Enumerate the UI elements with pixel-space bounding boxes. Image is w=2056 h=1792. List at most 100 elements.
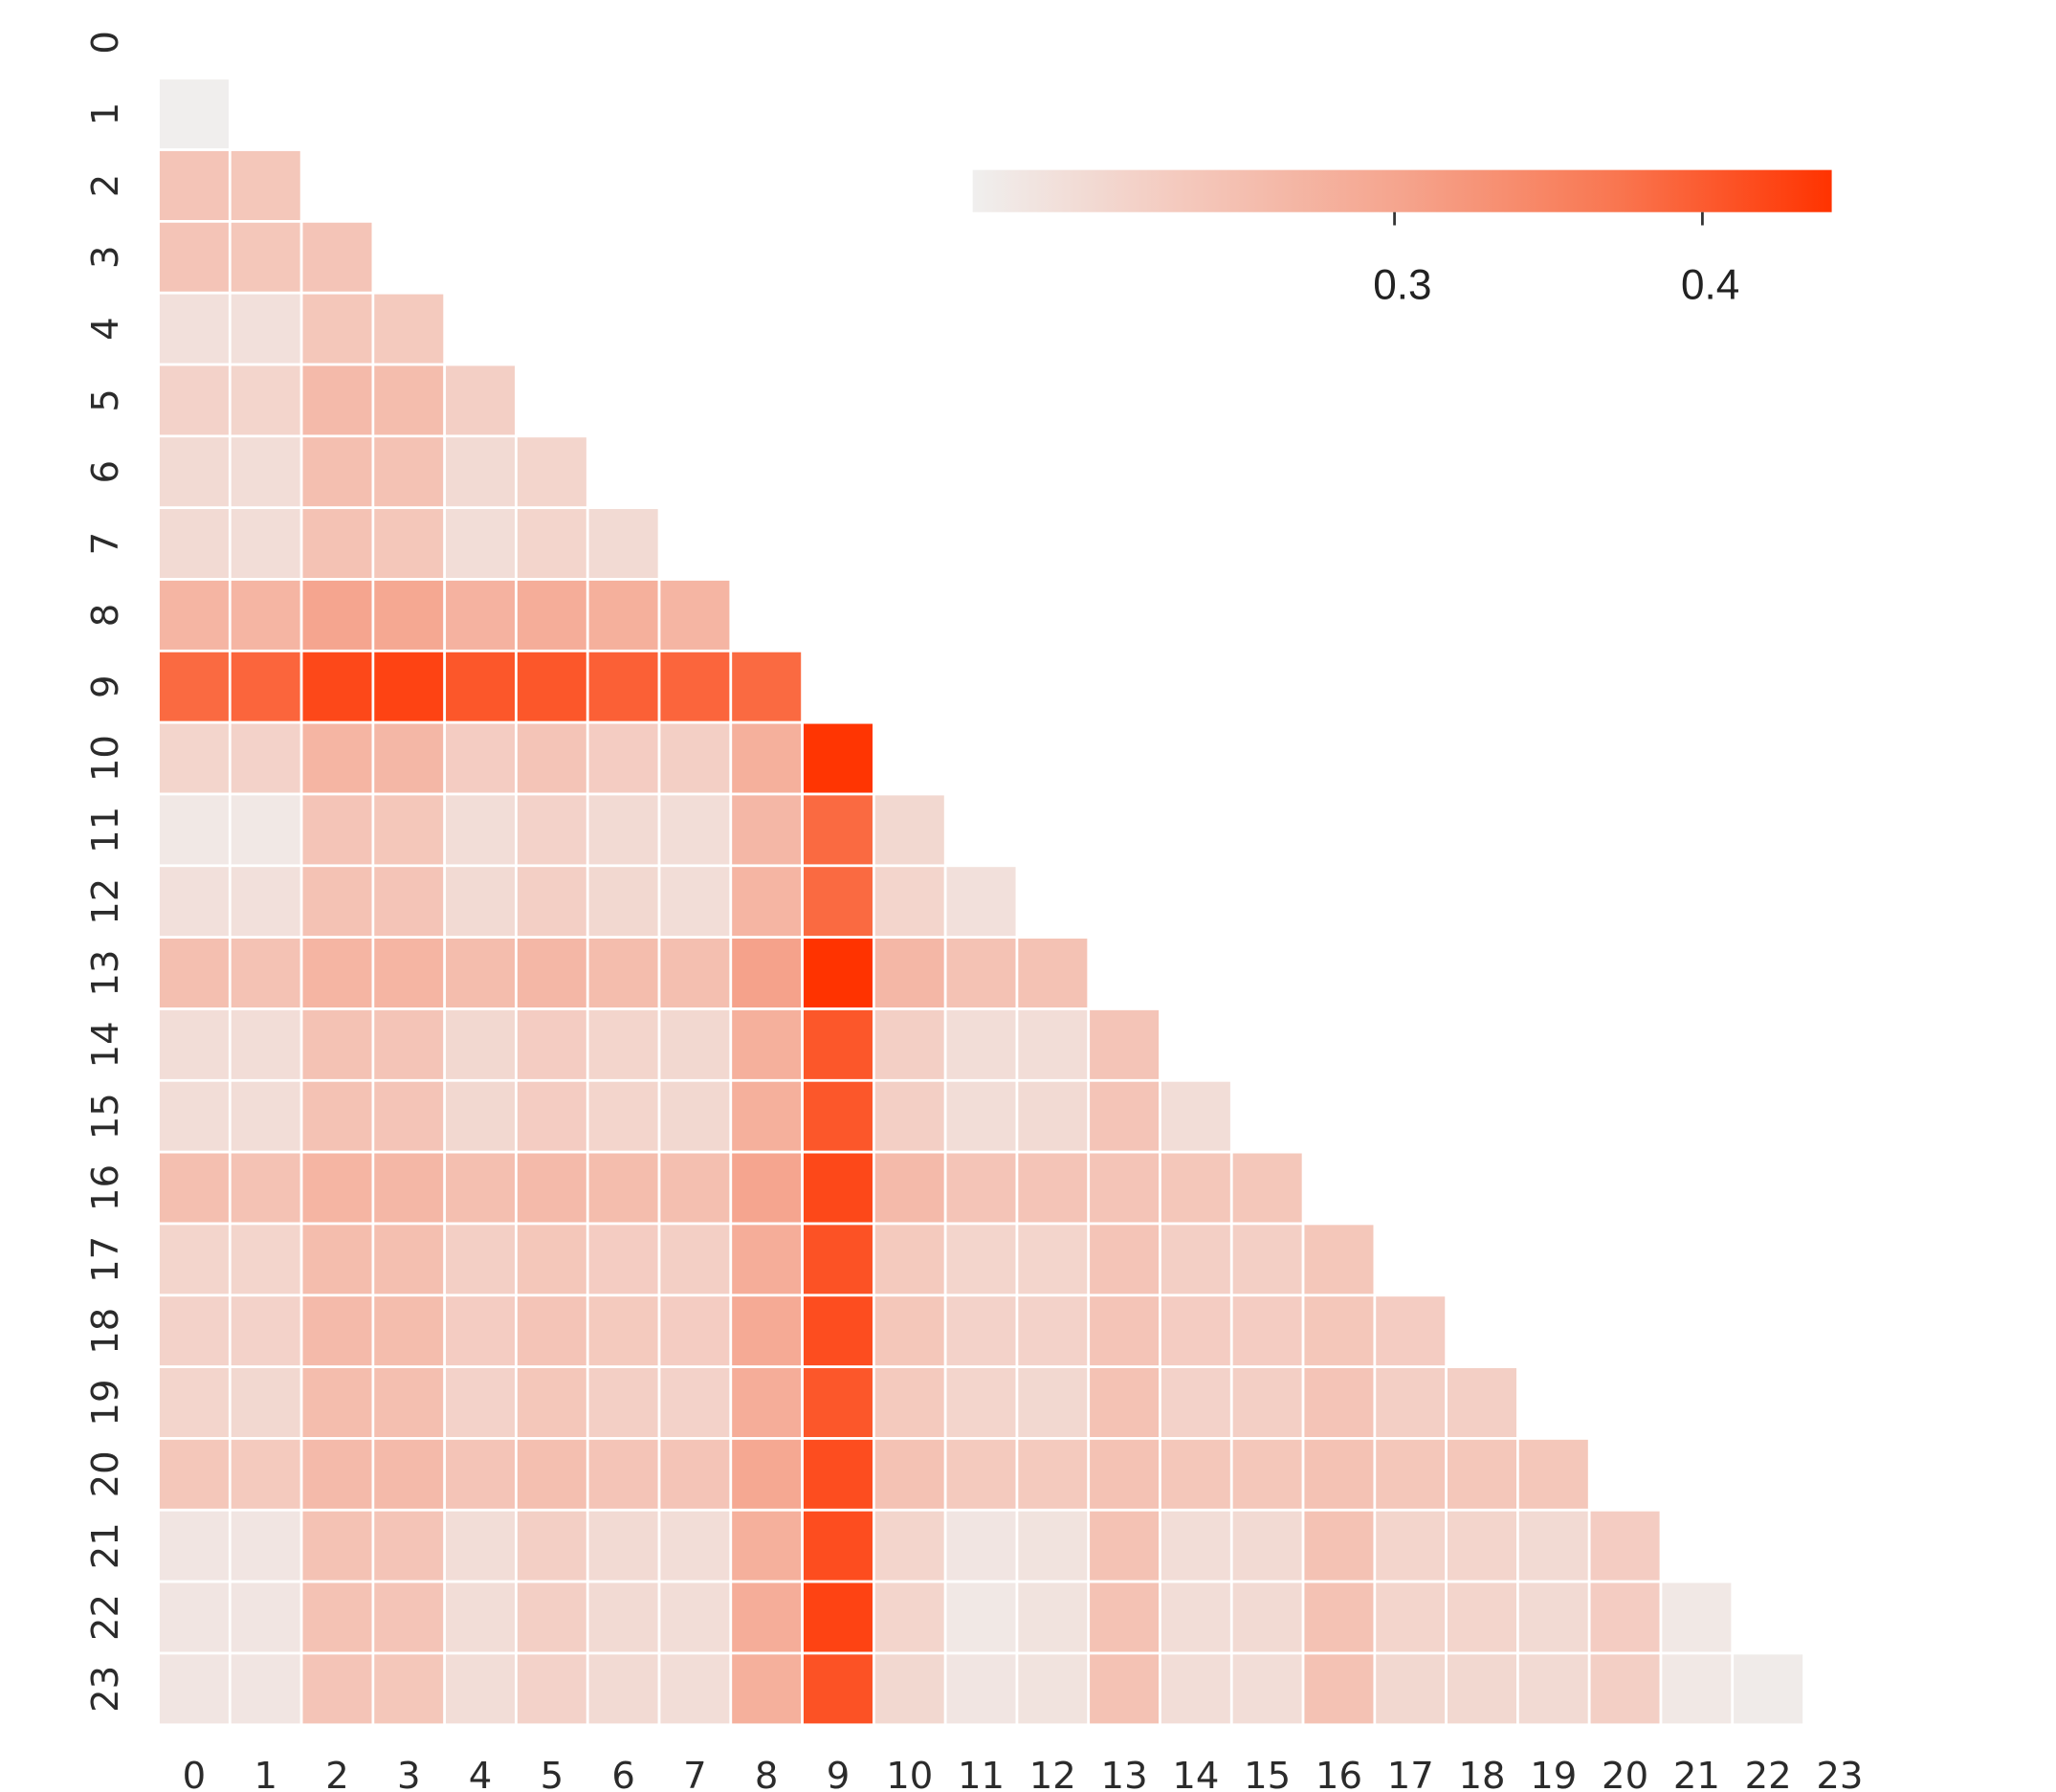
heatmap-cell [157, 1007, 232, 1082]
y-tick-label: 11 [84, 807, 127, 853]
heatmap-cell [371, 1365, 447, 1440]
heatmap-cell [371, 506, 447, 581]
heatmap-cell [371, 1007, 447, 1082]
heatmap-cell [1015, 1651, 1091, 1727]
heatmap-cell [299, 1078, 375, 1154]
heatmap-cell [228, 219, 303, 295]
heatmap-cell [157, 792, 232, 868]
heatmap-cell [943, 1007, 1019, 1082]
heatmap-cell [729, 1365, 804, 1440]
heatmap-cell [1229, 1365, 1305, 1440]
heatmap-cell [1159, 1078, 1233, 1154]
heatmap-cells [157, 77, 1805, 1727]
heatmap-cell [872, 1294, 947, 1368]
heatmap-cell [157, 291, 232, 366]
heatmap-cell [299, 1294, 375, 1368]
heatmap-cell [943, 1078, 1019, 1154]
heatmap-cell [299, 1437, 375, 1512]
heatmap-cell [1159, 1294, 1233, 1368]
heatmap-cell [1087, 1437, 1161, 1512]
heatmap-cell [872, 1651, 947, 1727]
heatmap-cell [872, 936, 947, 1010]
heatmap-cell [729, 1437, 804, 1512]
heatmap-cell [515, 792, 589, 868]
heatmap-cell [586, 506, 661, 581]
heatmap-cell [729, 1150, 804, 1226]
x-tick-label: 11 [958, 1755, 1005, 1792]
y-tick-label: 17 [84, 1236, 127, 1283]
heatmap-cell [515, 649, 589, 724]
heatmap-cell [228, 720, 303, 796]
heatmap-cell [515, 434, 589, 510]
heatmap-cell [729, 1651, 804, 1727]
x-tick-label: 9 [827, 1755, 851, 1792]
x-tick-label: 4 [469, 1755, 493, 1792]
heatmap-cell [1159, 1437, 1233, 1512]
heatmap-cell [1445, 1365, 1519, 1440]
heatmap-cell [1445, 1580, 1519, 1655]
heatmap-cell [371, 1150, 447, 1226]
x-tick-label: 1 [254, 1755, 277, 1792]
y-tick-label: 0 [84, 31, 127, 55]
heatmap-cell [657, 1651, 733, 1727]
heatmap-cell [443, 363, 518, 438]
heatmap-cell [1087, 1150, 1161, 1226]
colorbar: 0.3 0.4 [972, 169, 1832, 309]
heatmap-cell [943, 1437, 1019, 1512]
x-tick-label: 15 [1244, 1755, 1291, 1792]
heatmap-cell [872, 1437, 947, 1512]
heatmap-cell [299, 1222, 375, 1297]
heatmap-cell [1159, 1651, 1233, 1727]
y-tick-label: 4 [84, 317, 127, 341]
heatmap-cell [371, 1508, 447, 1583]
heatmap-cell [515, 1078, 589, 1154]
heatmap-cell [872, 864, 947, 940]
heatmap-cell [729, 1007, 804, 1082]
heatmap-cell [299, 864, 375, 940]
heatmap-cell [515, 1007, 589, 1082]
heatmap-cell [515, 864, 589, 940]
heatmap-cell [872, 1150, 947, 1226]
heatmap-cell [872, 1222, 947, 1297]
heatmap-cell [586, 1365, 661, 1440]
heatmap-cell [657, 1365, 733, 1440]
heatmap-cell [299, 291, 375, 366]
y-tick-label: 16 [84, 1164, 127, 1211]
y-tick-label: 3 [84, 246, 127, 270]
heatmap-cell [1229, 1580, 1305, 1655]
heatmap-cell [1015, 1222, 1091, 1297]
heatmap-cell [228, 363, 303, 438]
heatmap-cell [657, 578, 733, 653]
y-tick-label: 22 [84, 1594, 127, 1641]
heatmap-cell [657, 864, 733, 940]
x-tick-label: 7 [683, 1755, 707, 1792]
heatmap-cell [729, 649, 804, 724]
heatmap-cell [1301, 1222, 1377, 1297]
heatmap-cell [157, 77, 232, 151]
heatmap-cell [657, 1508, 733, 1583]
heatmap-cell [157, 363, 232, 438]
heatmap-cell [1015, 1365, 1091, 1440]
heatmap-cell [443, 792, 518, 868]
heatmap-cell [943, 1294, 1019, 1368]
y-tick-label: 15 [84, 1093, 127, 1139]
heatmap-cell [228, 1294, 303, 1368]
heatmap-cell [1373, 1508, 1448, 1583]
heatmap-cell [586, 1651, 661, 1727]
heatmap-cell [299, 1580, 375, 1655]
heatmap-cell [943, 1150, 1019, 1226]
heatmap-cell [443, 720, 518, 796]
heatmap-cell [1087, 1580, 1161, 1655]
heatmap-cell [1229, 1150, 1305, 1226]
heatmap-cell [657, 1150, 733, 1226]
heatmap-cell [371, 1580, 447, 1655]
heatmap-cell [443, 1150, 518, 1226]
heatmap-cell [443, 1365, 518, 1440]
heatmap-cell [729, 720, 804, 796]
colorbar-gradient [972, 169, 1832, 212]
heatmap-cell [1373, 1365, 1448, 1440]
heatmap-cell [1587, 1580, 1663, 1655]
heatmap-cell [801, 720, 875, 796]
x-tick-label: 16 [1315, 1755, 1362, 1792]
heatmap-cell [1015, 1437, 1091, 1512]
